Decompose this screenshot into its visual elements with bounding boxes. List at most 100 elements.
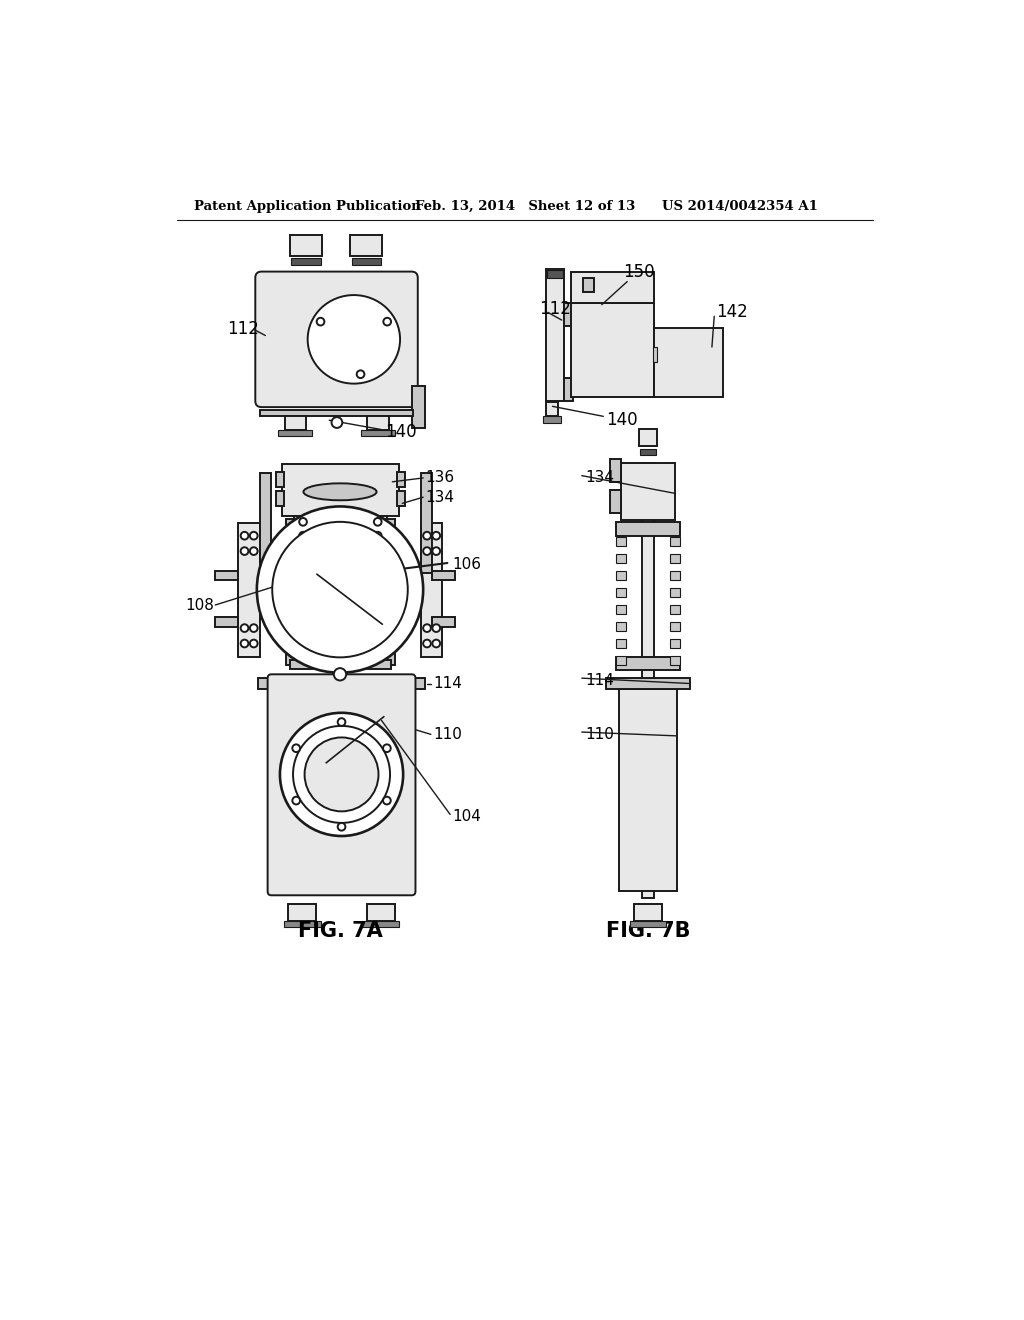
Ellipse shape bbox=[279, 529, 401, 651]
Bar bbox=[367, 904, 394, 921]
Text: FIG. 7A: FIG. 7A bbox=[298, 921, 382, 941]
Bar bbox=[362, 921, 399, 927]
Circle shape bbox=[374, 517, 382, 525]
Bar bbox=[432, 572, 455, 581]
Bar bbox=[547, 271, 563, 277]
Bar bbox=[367, 416, 388, 430]
Circle shape bbox=[292, 744, 300, 752]
Text: Feb. 13, 2014  Sheet 12 of 13: Feb. 13, 2014 Sheet 12 of 13 bbox=[416, 199, 636, 213]
FancyBboxPatch shape bbox=[267, 675, 416, 895]
Bar bbox=[432, 618, 455, 627]
Bar bbox=[670, 639, 680, 648]
Circle shape bbox=[299, 517, 307, 525]
Bar bbox=[639, 429, 657, 446]
Bar bbox=[670, 622, 680, 631]
Bar bbox=[351, 257, 381, 265]
Bar bbox=[654, 327, 724, 397]
Bar bbox=[618, 689, 677, 891]
Bar bbox=[350, 235, 382, 256]
Circle shape bbox=[241, 640, 249, 647]
Bar bbox=[564, 378, 573, 401]
Bar bbox=[583, 277, 594, 292]
FancyBboxPatch shape bbox=[255, 272, 418, 407]
Bar bbox=[292, 257, 321, 265]
Bar bbox=[615, 656, 627, 665]
Bar bbox=[609, 490, 621, 512]
Text: 104: 104 bbox=[453, 809, 481, 824]
Bar bbox=[615, 589, 627, 598]
Circle shape bbox=[280, 713, 403, 836]
Bar bbox=[571, 304, 654, 397]
Text: 106: 106 bbox=[453, 557, 481, 573]
Text: 140: 140 bbox=[606, 412, 638, 429]
Bar bbox=[260, 411, 413, 416]
Bar bbox=[239, 523, 260, 657]
Circle shape bbox=[316, 318, 325, 326]
Bar bbox=[564, 304, 573, 326]
Circle shape bbox=[423, 624, 431, 632]
Bar bbox=[621, 462, 675, 520]
Circle shape bbox=[432, 548, 440, 554]
Circle shape bbox=[250, 640, 258, 647]
Bar bbox=[397, 491, 404, 507]
Bar bbox=[630, 921, 667, 927]
Text: 112: 112 bbox=[226, 321, 259, 338]
Bar bbox=[670, 605, 680, 614]
Circle shape bbox=[332, 417, 342, 428]
Bar bbox=[368, 516, 387, 544]
Text: 142: 142 bbox=[716, 304, 748, 321]
Bar bbox=[634, 904, 662, 921]
Text: 136: 136 bbox=[425, 470, 455, 486]
Bar bbox=[670, 656, 680, 665]
Bar bbox=[615, 656, 680, 671]
Text: 114: 114 bbox=[433, 676, 462, 692]
Bar bbox=[279, 430, 312, 437]
Circle shape bbox=[293, 726, 390, 822]
Text: US 2014/0042354 A1: US 2014/0042354 A1 bbox=[662, 199, 818, 213]
Bar bbox=[421, 473, 432, 573]
Bar bbox=[286, 519, 394, 533]
Circle shape bbox=[432, 640, 440, 647]
Bar bbox=[640, 449, 656, 455]
Circle shape bbox=[272, 521, 408, 657]
Bar bbox=[670, 572, 680, 581]
Circle shape bbox=[334, 668, 346, 681]
Circle shape bbox=[432, 532, 440, 540]
Circle shape bbox=[292, 797, 300, 804]
Bar bbox=[609, 459, 621, 482]
Circle shape bbox=[383, 797, 391, 804]
Circle shape bbox=[241, 548, 249, 554]
Bar bbox=[276, 471, 284, 487]
Bar bbox=[276, 491, 284, 507]
Bar bbox=[605, 678, 690, 689]
Bar bbox=[544, 416, 561, 422]
Circle shape bbox=[432, 624, 440, 632]
Text: 108: 108 bbox=[185, 598, 214, 612]
Circle shape bbox=[423, 640, 431, 647]
Bar bbox=[289, 904, 316, 921]
Bar bbox=[215, 572, 239, 581]
Bar bbox=[360, 430, 394, 437]
Circle shape bbox=[299, 532, 307, 540]
Circle shape bbox=[250, 624, 258, 632]
Bar bbox=[412, 385, 425, 428]
Text: 134: 134 bbox=[425, 490, 455, 504]
Bar bbox=[283, 465, 398, 516]
Bar bbox=[615, 537, 627, 546]
Circle shape bbox=[250, 532, 258, 540]
Bar bbox=[652, 347, 657, 363]
Circle shape bbox=[250, 548, 258, 554]
Circle shape bbox=[241, 624, 249, 632]
Circle shape bbox=[304, 738, 379, 812]
Text: 134: 134 bbox=[585, 470, 613, 486]
Circle shape bbox=[338, 718, 345, 726]
Text: 110: 110 bbox=[585, 727, 613, 742]
Bar bbox=[670, 537, 680, 546]
Bar bbox=[642, 462, 654, 898]
Circle shape bbox=[257, 507, 423, 673]
Text: FIG. 7B: FIG. 7B bbox=[606, 921, 690, 941]
Circle shape bbox=[338, 822, 345, 830]
Ellipse shape bbox=[307, 296, 400, 384]
Text: 110: 110 bbox=[433, 727, 462, 742]
Circle shape bbox=[423, 548, 431, 554]
